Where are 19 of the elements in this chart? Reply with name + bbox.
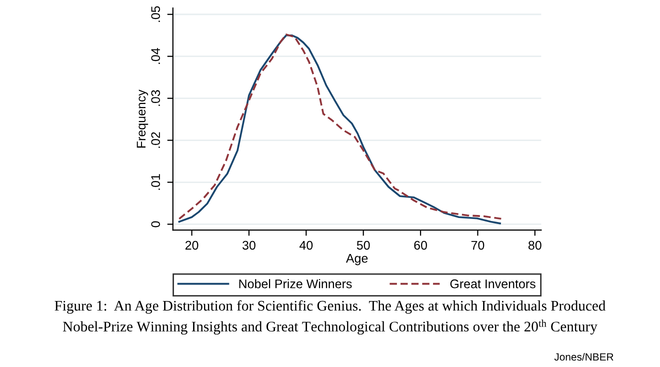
- x-axis-title: Age: [346, 254, 368, 266]
- x-tick-label: 70: [471, 240, 484, 250]
- legend-label: Great Inventors: [450, 279, 536, 288]
- x-tick-label: 80: [528, 240, 542, 250]
- caption: Figure 1: An Age Distribution for Scientific Genius. The Ages at which Individuals Produced Nobel-Prize Winning Insights and Great Technological Contributions over the 20$^{th}$ Century: [54, 300, 606, 335]
- x-tick-label: 20: [185, 240, 198, 250]
- y-tick-label: .01: [151, 174, 160, 190]
- x-tick-label: 60: [414, 240, 427, 250]
- x-tick-label: 50: [356, 240, 370, 250]
- y-tick-label: .02: [151, 132, 160, 148]
- y-tick-label: .05: [151, 6, 160, 22]
- y-tick-label: 0: [151, 221, 160, 228]
- x-tick-label: 30: [242, 240, 256, 250]
- text: Jones/NBER: [554, 352, 614, 361]
- y-axis-title: Frequency: [136, 90, 148, 148]
- y-tick-label: .04: [151, 48, 160, 64]
- x-tick-label: 40: [300, 240, 313, 250]
- legend-label: Nobel Prize Winners: [239, 279, 352, 288]
- y-tick-label: .03: [151, 90, 160, 106]
